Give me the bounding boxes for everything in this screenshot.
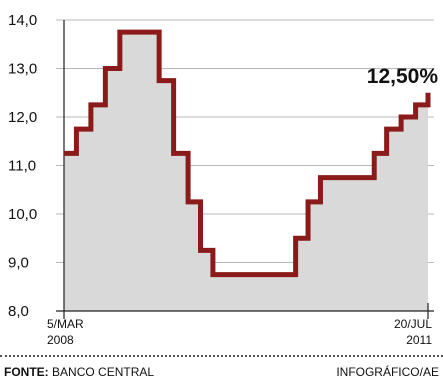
tick-labels: 8,0 9,0 10,0 11,0 12,0 13,0 14,0 5/MAR 2008 20/JU… — [8, 12, 438, 347]
area-fill-layer — [64, 32, 428, 311]
y-tick-label: 9,0 — [8, 255, 29, 272]
x-end-label-line2: 2011 — [406, 333, 432, 347]
y-tick-label: 12,0 — [8, 109, 37, 126]
y-tick-label: 10,0 — [8, 206, 37, 223]
last-value-annotation: 12,50% — [367, 65, 439, 88]
source-note: FONTE: BANCO CENTRAL — [4, 365, 154, 379]
series-line-layer — [64, 29, 431, 278]
y-tick-label: 13,0 — [8, 61, 37, 78]
x-start-label-line1: 5/MAR — [47, 317, 84, 331]
credit-note: INFOGRÁFICO/AE — [336, 365, 439, 379]
x-end-label-line1: 20/JUL — [394, 317, 432, 331]
y-tick-label: 14,0 — [8, 12, 37, 29]
y-tick-label: 8,0 — [8, 303, 29, 320]
x-start-label-line2: 2008 — [47, 333, 74, 347]
selic-step-line — [64, 29, 431, 278]
chart-footer: FONTE: BANCO CENTRAL INFOGRÁFICO/AE — [0, 355, 443, 382]
source-label: FONTE: — [4, 365, 49, 379]
y-tick-label: 11,0 — [8, 158, 36, 175]
source-value: BANCO CENTRAL — [52, 365, 155, 379]
axis-lines — [56, 20, 434, 319]
area-fill — [64, 32, 428, 311]
chart-plot-area: 8,0 9,0 10,0 11,0 12,0 13,0 14,0 5/MAR 2008 20/JU… — [8, 12, 438, 347]
